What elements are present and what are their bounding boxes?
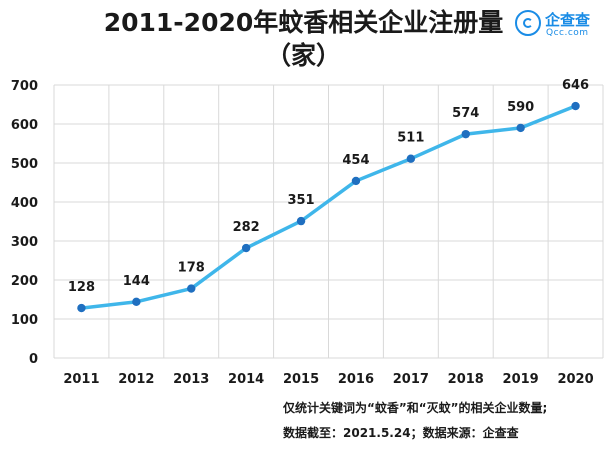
data-labels: 128 144 178 282 351 454 511 574 590 646 <box>68 78 589 295</box>
y-tick-label-600: 600 <box>11 118 38 133</box>
logo-domain: Qcc.com <box>546 28 589 38</box>
y-tick-label-200: 200 <box>11 274 38 289</box>
chart-title-line1: 2011-2020年蚊香相关企业注册量 <box>103 8 504 37</box>
chart-title: 2011-2020年蚊香相关企业注册量 （家） <box>0 6 607 72</box>
data-label-2019: 590 <box>507 100 534 115</box>
data-point-2016 <box>351 176 361 186</box>
data-point-2011 <box>77 303 86 313</box>
footnote-scope: 仅统计关键词为“蚊香”和“灭蚊”的相关企业数量; <box>283 401 548 415</box>
y-tick-label-400: 400 <box>11 196 38 211</box>
data-label-2017: 511 <box>397 131 424 146</box>
x-tick-label-2016: 2016 <box>338 372 374 387</box>
data-point-2012 <box>132 297 141 307</box>
x-tick-label-2019: 2019 <box>503 372 539 387</box>
y-tick-label-0: 0 <box>29 352 38 367</box>
data-point-2017 <box>406 154 416 163</box>
series-line-0 <box>81 104 577 310</box>
y-tick-label-500: 500 <box>11 157 38 172</box>
x-tick-label-2020: 2020 <box>557 372 593 387</box>
y-tick-label-300: 300 <box>11 235 38 250</box>
x-tick-label-2011: 2011 <box>63 372 99 387</box>
data-label-2014: 282 <box>233 220 260 235</box>
data-point-2013 <box>187 284 196 293</box>
data-point-2014 <box>241 243 251 253</box>
x-tick-label-2018: 2018 <box>448 372 484 387</box>
logo-name: 企查查 <box>545 11 591 29</box>
data-label-2013: 178 <box>178 261 205 276</box>
footnote-source: 数据截至：2021.5.24；数据来源：企查查 <box>283 426 519 440</box>
chart-grid <box>53 84 604 359</box>
data-point-2020 <box>571 101 580 111</box>
data-label-2011: 128 <box>68 280 95 295</box>
data-label-2016: 454 <box>342 153 369 168</box>
data-label-2012: 144 <box>123 274 150 289</box>
data-label-2015: 351 <box>287 193 314 208</box>
data-label-2020: 646 <box>562 78 589 93</box>
x-tick-label-2014: 2014 <box>228 372 264 387</box>
data-point-2018 <box>461 129 470 139</box>
x-tick-label-2013: 2013 <box>173 372 209 387</box>
data-point-2015 <box>296 216 306 226</box>
y-tick-label-100: 100 <box>11 313 38 328</box>
chart-series <box>77 101 580 313</box>
y-tick-label-700: 700 <box>11 79 38 94</box>
x-tick-label-2015: 2015 <box>283 372 319 387</box>
chart-title-line2: （家） <box>265 41 341 70</box>
qichacha-logo-icon <box>515 10 541 36</box>
x-axis: 2011 2012 2013 2014 2015 2016 2017 2018 2019 2020 <box>63 372 593 387</box>
data-label-2018: 574 <box>452 106 479 121</box>
y-axis: 0 100 200 300 400 500 600 700 <box>11 79 38 367</box>
qichacha-logo: 企查查 Qcc.com <box>515 8 597 42</box>
x-tick-label-2017: 2017 <box>393 372 429 387</box>
x-tick-label-2012: 2012 <box>118 372 154 387</box>
data-point-2019 <box>516 123 525 133</box>
